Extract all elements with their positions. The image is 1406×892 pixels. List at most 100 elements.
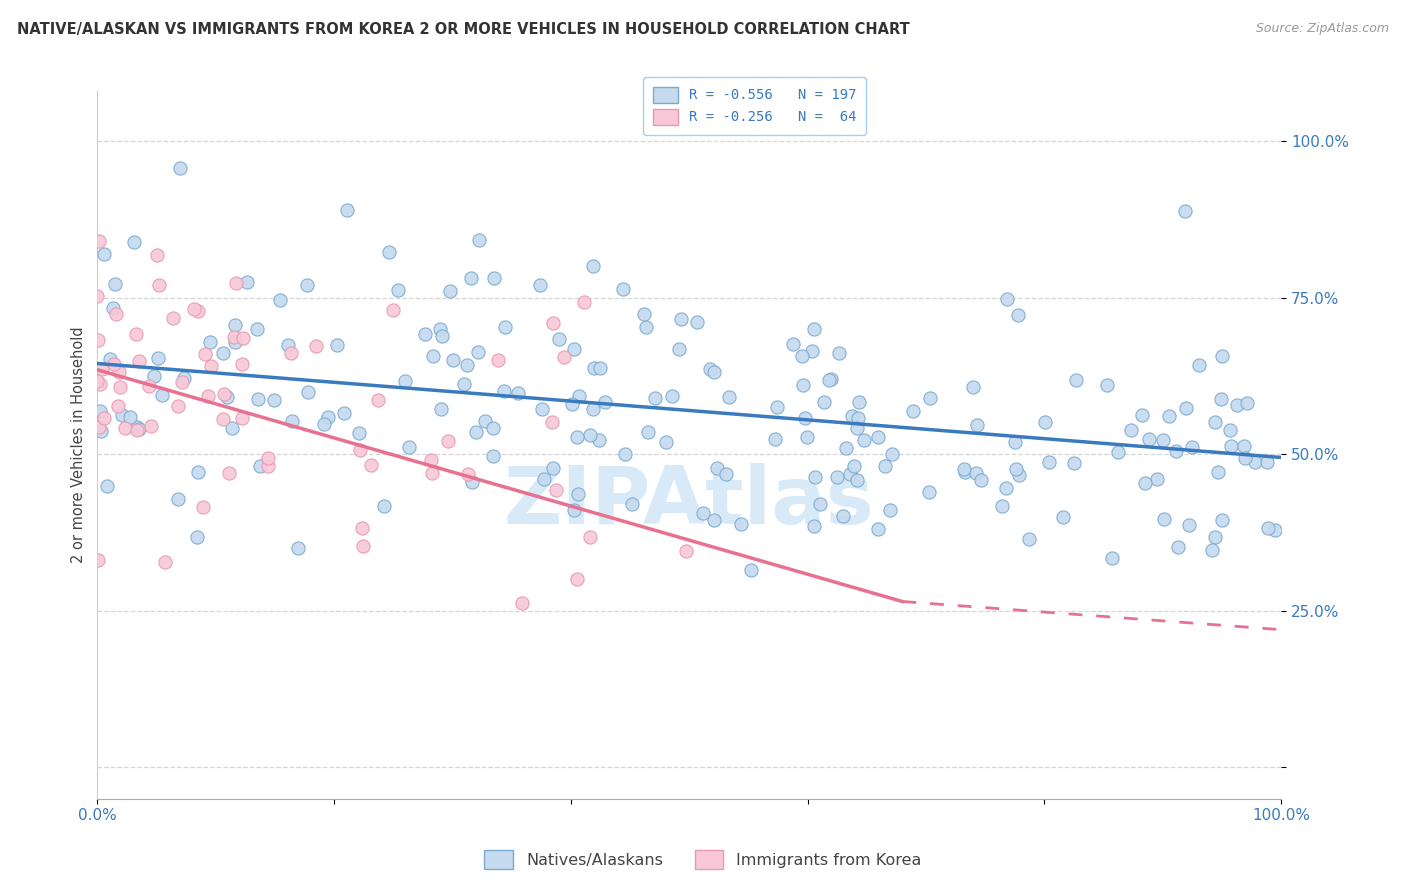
- Point: [482, 449, 505, 463]
- Point: [1211, 513, 1233, 527]
- Point: [1201, 543, 1223, 558]
- Point: [422, 349, 444, 363]
- Point: [634, 319, 657, 334]
- Point: [1101, 551, 1123, 566]
- Point: [87, 333, 110, 347]
- Point: [382, 303, 405, 318]
- Point: [143, 368, 166, 383]
- Point: [1233, 439, 1256, 453]
- Point: [661, 389, 683, 403]
- Point: [232, 331, 254, 345]
- Point: [1130, 408, 1153, 422]
- Point: [172, 376, 194, 390]
- Point: [808, 497, 831, 511]
- Point: [669, 312, 692, 326]
- Point: [169, 161, 191, 175]
- Point: [297, 384, 319, 399]
- Point: [200, 334, 222, 349]
- Point: [1137, 432, 1160, 446]
- Point: [531, 401, 554, 416]
- Point: [668, 342, 690, 356]
- Point: [367, 393, 389, 408]
- Point: [579, 427, 602, 442]
- Point: [249, 458, 271, 473]
- Point: [568, 389, 591, 403]
- Point: [1204, 415, 1226, 429]
- Point: [506, 385, 529, 400]
- Point: [612, 282, 634, 296]
- Point: [257, 450, 280, 465]
- Point: [692, 506, 714, 520]
- Point: [197, 389, 219, 403]
- Point: [90, 424, 112, 438]
- Point: [437, 434, 460, 448]
- Point: [221, 420, 243, 434]
- Point: [215, 390, 238, 404]
- Point: [825, 470, 848, 484]
- Point: [703, 513, 725, 527]
- Point: [828, 346, 851, 360]
- Point: [686, 315, 709, 329]
- Point: [89, 376, 111, 391]
- Point: [763, 432, 786, 446]
- Point: [800, 343, 823, 358]
- Point: [644, 391, 666, 405]
- Point: [468, 233, 491, 247]
- Point: [104, 307, 127, 321]
- Point: [439, 284, 461, 298]
- Point: [86, 553, 108, 567]
- Point: [420, 453, 443, 467]
- Text: Source: ZipAtlas.com: Source: ZipAtlas.com: [1256, 22, 1389, 36]
- Point: [352, 539, 374, 553]
- Point: [1095, 377, 1118, 392]
- Point: [620, 497, 643, 511]
- Point: [211, 346, 233, 360]
- Point: [1264, 523, 1286, 537]
- Point: [1153, 511, 1175, 525]
- Point: [918, 391, 941, 405]
- Point: [246, 392, 269, 406]
- Point: [269, 293, 291, 307]
- Point: [796, 430, 818, 444]
- Point: [832, 508, 855, 523]
- Point: [474, 414, 496, 428]
- Point: [962, 380, 984, 394]
- Point: [793, 411, 815, 425]
- Point: [790, 349, 813, 363]
- Point: [90, 361, 112, 376]
- Point: [378, 244, 401, 259]
- Point: [191, 500, 214, 514]
- Point: [457, 467, 479, 481]
- Point: [280, 346, 302, 360]
- Point: [394, 374, 416, 388]
- Point: [839, 467, 862, 481]
- Point: [548, 332, 571, 346]
- Point: [1005, 462, 1028, 476]
- Point: [162, 310, 184, 325]
- Point: [460, 271, 482, 285]
- Point: [456, 358, 478, 372]
- Point: [360, 458, 382, 472]
- Point: [866, 522, 889, 536]
- Point: [212, 386, 235, 401]
- Point: [714, 467, 737, 482]
- Point: [562, 503, 585, 517]
- Point: [316, 409, 339, 424]
- Point: [373, 499, 395, 513]
- Point: [879, 503, 901, 517]
- Point: [122, 235, 145, 249]
- Point: [494, 320, 516, 334]
- Point: [281, 414, 304, 428]
- Text: NATIVE/ALASKAN VS IMMIGRANTS FROM KOREA 2 OR MORE VEHICLES IN HOUSEHOLD CORRELAT: NATIVE/ALASKAN VS IMMIGRANTS FROM KOREA …: [17, 22, 910, 37]
- Point: [582, 402, 605, 417]
- Point: [141, 419, 163, 434]
- Point: [1180, 441, 1202, 455]
- Point: [541, 415, 564, 429]
- Point: [1133, 475, 1156, 490]
- Point: [953, 465, 976, 479]
- Point: [467, 344, 489, 359]
- Point: [543, 460, 565, 475]
- Point: [231, 411, 253, 425]
- Point: [138, 379, 160, 393]
- Point: [533, 473, 555, 487]
